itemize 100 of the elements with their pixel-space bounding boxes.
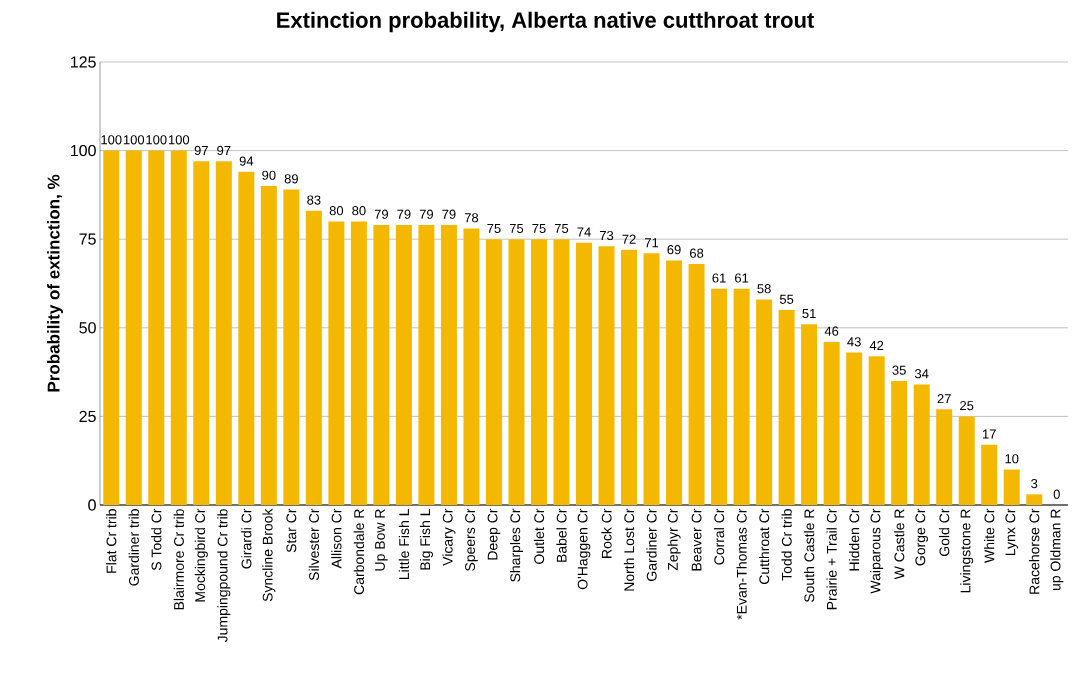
bar <box>891 380 908 505</box>
bar <box>936 409 953 505</box>
data-label: 3 <box>1031 478 1038 489</box>
data-label: 80 <box>329 206 344 216</box>
x-tick-label: South Castle R <box>803 509 815 603</box>
y-tick-label: 50 <box>79 322 96 334</box>
data-label: 100 <box>146 135 167 145</box>
bar <box>508 239 525 505</box>
x-tick-label: Allison Cr <box>331 508 342 569</box>
x-tick-label: Livingstone R <box>960 509 974 593</box>
x-tick-label: Silvester Cr <box>308 508 320 581</box>
x-tick-label: Vicary Cr <box>442 508 456 566</box>
x-tick-label: Carbondale R <box>353 509 365 595</box>
data-label: 55 <box>779 294 794 304</box>
bar <box>125 150 142 505</box>
data-label: 90 <box>262 170 276 180</box>
bar <box>958 416 975 505</box>
bar <box>215 161 232 505</box>
data-label: 73 <box>599 230 614 241</box>
chart-title: Extinction probability, Alberta native cutthroat trout <box>277 11 815 33</box>
bar <box>913 384 930 505</box>
bar <box>688 264 705 505</box>
data-label: 71 <box>644 238 659 248</box>
data-label: 89 <box>284 174 298 184</box>
bar <box>846 352 863 505</box>
bar <box>170 150 187 505</box>
x-tick-label: Little Fish L <box>398 508 410 579</box>
x-tick-label: Rock Cr <box>601 508 612 558</box>
data-label: 72 <box>622 234 636 244</box>
x-tick-label: Babel Cr <box>556 508 567 562</box>
bar <box>395 225 412 505</box>
x-tick-label: Sharples Cr <box>509 508 523 582</box>
bar <box>981 444 998 505</box>
bar <box>260 186 277 505</box>
data-label: 78 <box>464 213 479 223</box>
data-label: 75 <box>509 223 524 233</box>
x-tick-label: Blairmore Cr trib <box>173 509 184 610</box>
data-label: 75 <box>487 223 501 233</box>
data-label: 79 <box>397 209 411 219</box>
data-label: 17 <box>982 429 996 439</box>
data-label: 79 <box>442 209 456 219</box>
bar <box>283 189 300 505</box>
bar <box>440 225 457 505</box>
data-label: 68 <box>689 248 704 258</box>
data-label: 42 <box>869 340 884 350</box>
x-tick-label: *Evan-Thomas Cr <box>736 508 747 620</box>
x-tick-label: Waiparous Cr <box>870 508 884 594</box>
x-tick-label: Speers Cr <box>465 508 478 571</box>
bar <box>553 239 570 505</box>
data-label: 10 <box>1005 454 1019 464</box>
bar <box>530 239 547 505</box>
data-label: 61 <box>712 273 726 283</box>
bar <box>733 288 750 505</box>
bar <box>576 242 592 505</box>
data-label: 100 <box>168 135 190 145</box>
data-label: 74 <box>577 227 591 237</box>
x-tick-label: North Lost Cr <box>623 508 635 591</box>
data-label: 75 <box>532 223 546 233</box>
x-tick-label: Syncline Brook <box>262 508 276 602</box>
data-label: 0 <box>1053 489 1060 499</box>
data-label: 79 <box>374 209 389 219</box>
bar <box>350 221 367 505</box>
data-label: 75 <box>554 223 569 233</box>
x-tick-label: Gardiner trib <box>128 509 139 586</box>
y-axis-title: Probability of extinction, % <box>47 174 63 392</box>
x-tick-label: Mockingbird Cr <box>194 508 208 602</box>
x-tick-label: O'Haggen Cr <box>577 508 591 590</box>
x-tick-label: Cutthroat Cr <box>758 508 770 585</box>
bar <box>485 239 502 505</box>
data-label: 100 <box>101 135 122 145</box>
x-tick-label: Gorge Cr <box>915 508 929 566</box>
data-label: 79 <box>419 209 434 219</box>
bar <box>238 171 255 505</box>
bar <box>756 299 773 505</box>
x-tick-label: Star Cr <box>286 508 297 553</box>
x-tick-label: Jumpingpound Cr trib <box>217 509 231 643</box>
bar <box>598 246 615 505</box>
bar <box>801 324 818 505</box>
data-label: 97 <box>217 145 231 156</box>
y-tick-label: 100 <box>71 144 96 157</box>
x-tick-label: Gardiner Cr <box>646 508 657 581</box>
data-label: 27 <box>937 394 951 404</box>
data-label: 80 <box>352 206 366 216</box>
data-label: 69 <box>667 245 681 255</box>
x-tick-label: Big Fish L <box>419 508 433 570</box>
x-tick-label: Zephyr Cr <box>667 508 681 571</box>
data-label: 97 <box>194 145 208 156</box>
bar <box>148 150 165 505</box>
bar <box>1003 469 1020 505</box>
x-tick-label: Racehorse Cr <box>1029 508 1040 594</box>
data-label: 35 <box>892 365 906 375</box>
y-tick-label: 0 <box>88 499 96 511</box>
y-tick-label: 25 <box>79 410 96 423</box>
bar <box>1026 494 1043 505</box>
data-label: 34 <box>914 369 929 379</box>
y-tick-label: 75 <box>79 233 96 245</box>
data-label: 46 <box>824 326 839 336</box>
bar <box>778 310 795 505</box>
x-tick-label: Beaver Cr <box>691 508 702 571</box>
x-tick-label: Corral Cr <box>713 508 725 565</box>
